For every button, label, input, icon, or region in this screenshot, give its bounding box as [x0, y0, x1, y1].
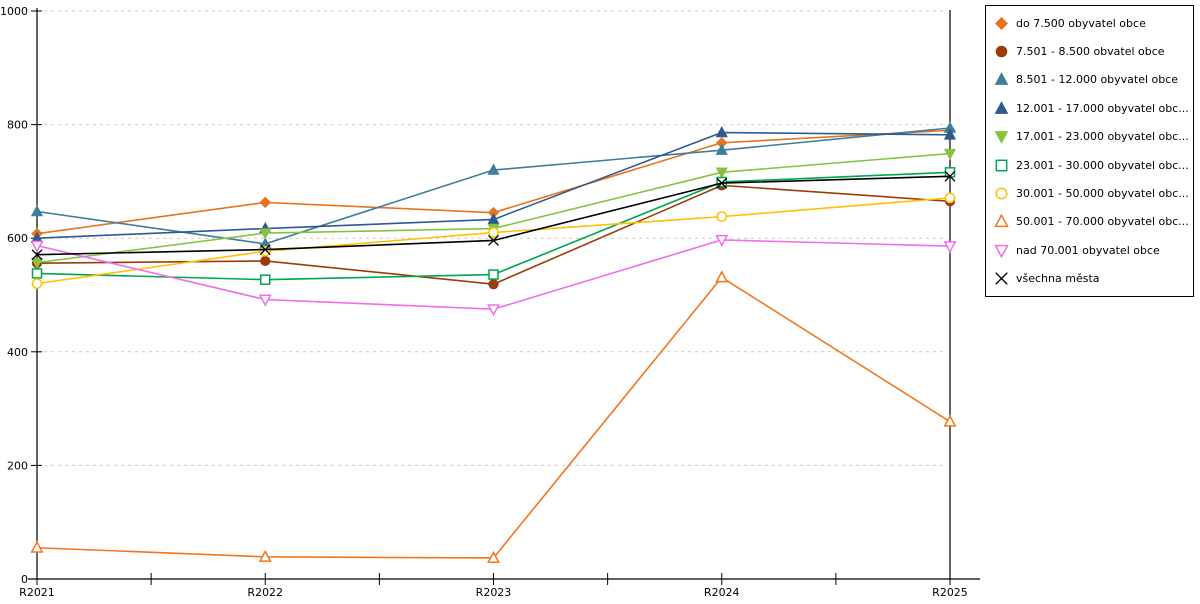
x-tick-label: R2023 [476, 586, 512, 599]
legend-item-6: 30.001 - 50.000 obyvatel obc... [986, 186, 1193, 201]
triangle-up-marker-icon [994, 72, 1009, 86]
circle-marker-icon [31, 278, 43, 289]
triangle-up-marker-icon [943, 128, 957, 140]
series-7 [30, 270, 957, 563]
triangle-down-marker-icon [258, 294, 272, 307]
legend: do 7.500 obyvatel obce 7.501 - 8.500 obva… [985, 5, 1194, 297]
y-tick-label: 1000 [0, 5, 28, 18]
triangle-down-marker-icon [30, 240, 44, 253]
y-tick-label: 800 [7, 119, 28, 132]
triangle-down-marker-icon [30, 257, 44, 270]
circle-marker-icon [995, 187, 1008, 200]
legend-item-7: 50.001 - 70.000 obyvatel obc... [986, 214, 1193, 229]
y-tick-label: 600 [7, 232, 28, 245]
series-8 [30, 234, 957, 317]
triangle-down-marker-icon [715, 167, 728, 179]
triangle-down-marker-icon [994, 131, 1009, 145]
circle-marker-icon [944, 192, 956, 204]
x-marker-icon [995, 272, 1008, 285]
legend-item-label: 7.501 - 8.500 obvatel obce [1016, 45, 1165, 59]
x-marker-icon [259, 244, 271, 256]
square-marker-icon [995, 159, 1008, 172]
legend-item-label: nad 70.001 obyvatel obce [1016, 243, 1160, 257]
triangle-up-marker-icon [258, 549, 272, 562]
legend-item-label: 8.501 - 12.000 obyvatel obce [1016, 73, 1179, 87]
y-tick-label: 0 [21, 573, 28, 586]
legend-item-5: 23.001 - 30.000 obyvatel obc... [986, 158, 1193, 173]
x-marker-icon [995, 272, 1008, 285]
triangle-down-marker-icon [943, 241, 957, 254]
square-marker-icon [716, 176, 727, 188]
triangle-up-marker-icon [994, 214, 1009, 228]
series-2 [30, 121, 957, 249]
triangle-up-marker-icon [30, 540, 44, 553]
triangle-up-marker-icon [487, 212, 500, 225]
triangle-up-marker-icon [715, 143, 728, 155]
circle-marker-icon [259, 245, 271, 257]
triangle-up-marker-icon [994, 214, 1009, 228]
legend-item-label: všechna města [1016, 272, 1100, 286]
y-tick-label: 400 [7, 346, 28, 359]
square-marker-icon [995, 159, 1008, 172]
legend-item-label: 30.001 - 50.000 obyvatel obc... [1016, 187, 1189, 201]
legend-item-label: 23.001 - 30.000 obyvatel obc... [1016, 158, 1189, 172]
diamond-marker-icon [995, 16, 1008, 30]
legend-item-8: nad 70.001 obyvatel obce [986, 243, 1193, 258]
x-tick-label: R2022 [247, 586, 283, 599]
x-tick-label: R2021 [19, 586, 55, 599]
series-5 [31, 167, 956, 285]
x-marker-icon [944, 170, 956, 182]
triangle-up-marker-icon [715, 125, 728, 138]
circle-marker-icon [260, 255, 271, 267]
legend-item-9: všechna města [986, 271, 1193, 286]
legend-item-2: 8.501 - 12.000 obyvatel obce [986, 72, 1193, 87]
circle-marker-icon [995, 187, 1008, 200]
triangle-up-marker-icon [487, 163, 500, 175]
series-line [36, 276, 951, 559]
circle-marker-icon [488, 279, 499, 290]
square-marker-icon [31, 268, 43, 279]
diamond-marker-icon [995, 16, 1008, 30]
legend-item-4: 17.001 - 23.000 obyvatel obc... [986, 129, 1193, 145]
y-tick-label: 200 [7, 459, 28, 472]
legend-item-0: do 7.500 obyvatel obce [986, 16, 1193, 31]
x-marker-icon [31, 249, 43, 261]
triangle-down-marker-icon [943, 148, 957, 161]
triangle-down-marker-icon [715, 234, 729, 247]
circle-marker-icon [995, 45, 1008, 58]
circle-marker-icon [995, 45, 1008, 58]
triangle-down-marker-icon [994, 244, 1009, 258]
legend-item-label: 12.001 - 17.000 obyvatel obc... [1016, 101, 1189, 115]
x-tick-label: R2025 [932, 586, 968, 599]
legend-item-label: 50.001 - 70.000 obyvatel obc... [1016, 215, 1189, 229]
triangle-up-marker-icon [943, 414, 957, 427]
legend-item-1: 7.501 - 8.500 obvatel obce [986, 44, 1193, 59]
triangle-down-marker-icon [994, 244, 1009, 258]
triangle-up-marker-icon [994, 72, 1009, 86]
triangle-up-marker-icon [486, 550, 501, 563]
series-9 [31, 170, 956, 261]
circle-marker-icon [716, 211, 728, 222]
square-marker-icon [260, 274, 271, 285]
x-marker-icon [716, 177, 728, 189]
diamond-marker-icon [259, 196, 271, 209]
circle-marker-icon [488, 227, 499, 238]
triangle-up-marker-icon [994, 100, 1009, 114]
triangle-down-marker-icon [486, 304, 501, 317]
triangle-up-marker-icon [715, 270, 729, 283]
x-marker-icon [488, 235, 499, 246]
triangle-down-marker-icon [994, 131, 1009, 145]
triangle-up-marker-icon [30, 204, 44, 217]
triangle-up-marker-icon [994, 100, 1009, 114]
legend-item-label: 17.001 - 23.000 obyvatel obc... [1016, 130, 1189, 144]
triangle-down-marker-icon [259, 228, 272, 240]
legend-item-3: 12.001 - 17.000 obyvatel obc... [986, 100, 1193, 116]
x-tick-label: R2024 [704, 586, 740, 599]
legend-item-label: do 7.500 obyvatel obce [1016, 16, 1146, 30]
square-marker-icon [488, 269, 499, 280]
